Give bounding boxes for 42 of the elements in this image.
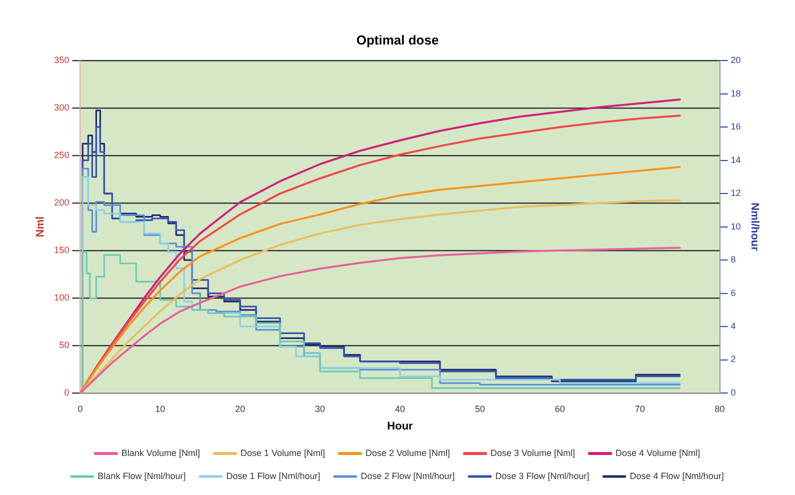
x-tick-label: 30 (315, 404, 326, 414)
y-tick-label: 150 (54, 245, 70, 256)
legend-label: Blank Flow [Nml/hour] (98, 470, 186, 481)
x-tick-label: 80 (714, 404, 725, 414)
x-tick-label: 20 (235, 404, 246, 414)
x-axis-title: Hour (387, 420, 414, 432)
legend-label: Dose 2 Flow [Nml/hour] (360, 470, 455, 481)
y-tick-label: 100 (54, 292, 70, 303)
legend-label: Dose 2 Volume [Nml] (365, 448, 450, 458)
legend-label: Dose 1 Volume [Nml] (240, 448, 325, 458)
legend-label: Dose 4 Flow [Nml/hour] (630, 470, 724, 481)
chart-title: Optimal dose (356, 32, 439, 48)
legend-label: Dose 3 Flow [Nml/hour] (495, 470, 590, 481)
y-tick-label: 200 (54, 198, 70, 208)
y2-tick-label: 6 (730, 288, 736, 298)
y2-tick-label: 10 (730, 221, 741, 232)
x-tick-label: 40 (394, 404, 406, 414)
y2-tick-label: 14 (730, 154, 741, 165)
y-tick-label: 50 (59, 340, 70, 350)
x-tick-label: 70 (634, 404, 645, 414)
legend-label: Dose 3 Volume [Nml] (490, 448, 576, 458)
legend-label: Dose 4 Volume [Nml] (616, 448, 700, 458)
y2-axis-title: Nml/hour (748, 202, 760, 252)
x-tick-label: 50 (474, 404, 485, 414)
y-tick-label: 350 (54, 55, 70, 66)
y2-tick-label: 12 (730, 188, 741, 198)
x-tick-label: 10 (155, 404, 166, 414)
y2-tick-label: 16 (730, 122, 741, 132)
y2-tick-label: 0 (730, 387, 736, 398)
y2-tick-label: 8 (730, 254, 736, 265)
y2-tick-label: 4 (730, 321, 736, 332)
y-tick-label: 300 (54, 102, 70, 113)
y-axis-title: Nml (34, 216, 47, 238)
legend-label: Blank Volume [Nml] (121, 448, 200, 458)
legend-label: Dose 1 Flow [Nml/hour] (226, 470, 320, 481)
x-tick-label: 0 (78, 404, 83, 414)
x-tick-label: 60 (554, 404, 565, 414)
y-tick-label: 250 (54, 150, 70, 160)
y-tick-label: 0 (64, 387, 70, 398)
y2-tick-label: 18 (730, 88, 741, 98)
y2-tick-label: 20 (730, 55, 741, 66)
y2-tick-label: 2 (730, 354, 736, 364)
